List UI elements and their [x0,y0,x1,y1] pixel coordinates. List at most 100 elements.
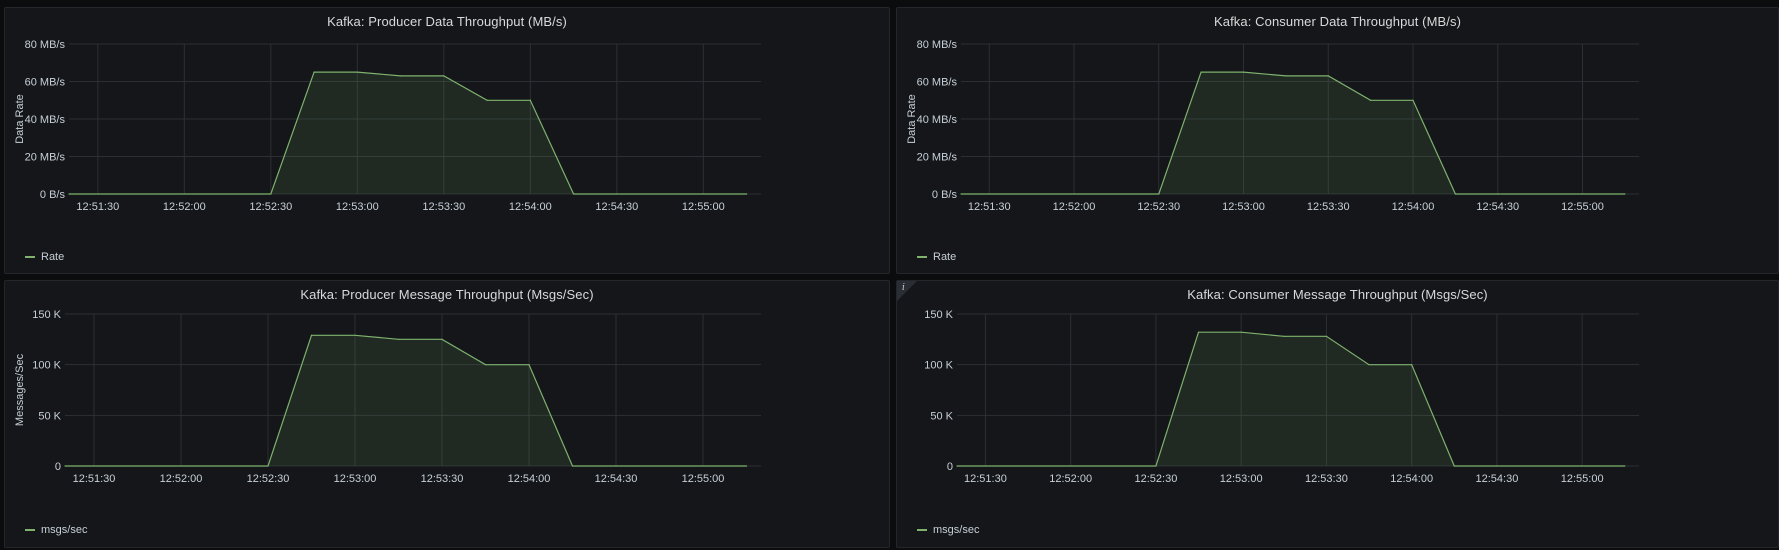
x-tick-label: 12:55:00 [682,473,725,485]
data-point [270,193,272,195]
panel-consumer-data-throughput[interactable]: Kafka: Consumer Data Throughput (MB/s) 0… [896,7,1779,274]
data-point [1411,364,1413,366]
legend[interactable]: Rate [25,251,64,263]
x-tick-label: 12:52:00 [1049,473,1092,485]
y-tick-label: 100 K [32,360,61,372]
x-tick-label: 12:53:00 [334,473,377,485]
data-point [1454,193,1456,195]
x-tick-label: 12:53:00 [336,201,379,213]
data-point [354,334,356,336]
data-point [528,364,530,366]
y-axis-label: Data Rate [14,94,26,144]
y-tick-label: 40 MB/s [917,114,958,126]
y-tick-label: 0 B/s [40,189,66,201]
data-point [1327,75,1329,77]
series-area [957,332,1625,466]
y-tick-label: 60 MB/s [25,77,66,89]
x-tick-label: 12:55:00 [1561,201,1604,213]
legend-swatch [917,529,927,531]
x-tick-label: 12:54:00 [1392,201,1435,213]
panel-consumer-message-throughput[interactable]: i Kafka: Consumer Message Throughput (Ms… [896,280,1779,548]
data-point [313,71,315,73]
x-tick-label: 12:54:30 [1476,201,1519,213]
y-tick-label: 50 K [930,410,953,422]
x-tick-label: 12:52:30 [1137,201,1180,213]
x-tick-label: 12:55:00 [682,201,725,213]
data-point [745,465,748,467]
chart: 0 50 K 100 K 150 K 12:51:30 12:52:00 12:52:30 1… [14,309,761,485]
y-tick-label: 40 MB/s [25,114,66,126]
legend[interactable]: msgs/sec [917,524,979,536]
data-point [1368,364,1370,366]
data-point [486,99,488,101]
data-point [484,364,487,366]
data-point [572,193,575,195]
y-tick-label: 0 B/s [932,189,958,201]
y-tick-label: 150 K [32,309,61,321]
info-corner[interactable] [897,281,917,301]
chart: 0 B/s 20 MB/s 40 MB/s 60 MB/s 80 MB/s 12:51:3… [906,39,1639,213]
data-point [615,465,617,467]
data-point [956,465,958,467]
y-tick-label: 0 [947,461,953,473]
series-area [961,72,1625,194]
x-tick-label: 12:52:30 [249,201,292,213]
x-tick-label: 12:51:30 [76,201,119,213]
x-tick-label: 12:54:30 [1476,473,1519,485]
legend-label: Rate [41,251,65,263]
x-tick-label: 12:51:30 [73,473,116,485]
x-tick-label: 12:52:30 [1135,473,1178,485]
x-tick-label: 12:53:30 [1307,201,1350,213]
series-area [69,72,747,194]
x-tick-label: 12:53:30 [422,201,465,213]
panel-producer-data-throughput[interactable]: Kafka: Producer Data Throughput (MB/s) 0… [4,7,890,274]
x-tick-label: 12:52:00 [163,201,206,213]
y-axis-label: Data Rate [906,94,918,144]
data-point [1497,193,1499,195]
data-point [1158,193,1160,195]
y-tick-label: 100 K [924,360,953,372]
info-icon[interactable]: i [902,283,905,293]
data-point [745,193,748,195]
legend[interactable]: Rate [917,251,956,263]
data-point [1496,465,1498,467]
data-point [1242,71,1245,73]
data-point [441,338,443,340]
panel-title[interactable]: Kafka: Consumer Data Throughput (MB/s) [1213,14,1462,29]
data-point [1412,99,1414,101]
data-point [1624,193,1626,195]
x-tick-label: 12:53:00 [1220,473,1263,485]
data-point [1325,335,1328,337]
data-point [68,193,70,195]
data-point [1200,71,1202,73]
x-tick-label: 12:52:00 [160,473,203,485]
chart: 0 50 K 100 K 150 K 12:51:30 12:52:00 12:52:30 1… [924,309,1639,485]
panel-title[interactable]: Kafka: Producer Message Throughput (Msgs… [300,287,594,302]
y-axis-label: Messages/Sec [14,353,26,426]
data-point [1624,465,1626,467]
data-point [1370,99,1372,101]
data-point [571,465,574,467]
y-tick-label: 80 MB/s [25,39,66,51]
x-tick-label: 12:54:30 [595,201,638,213]
x-tick-label: 12:52:00 [1053,201,1096,213]
data-point [356,71,358,73]
panel-title[interactable]: Kafka: Producer Data Throughput (MB/s) [327,14,567,29]
data-point [399,75,402,77]
data-point [1155,465,1157,467]
x-tick-label: 12:51:30 [968,201,1011,213]
legend-label: msgs/sec [933,524,980,536]
y-tick-label: 150 K [924,309,953,321]
data-point [529,99,531,101]
panel-producer-message-throughput[interactable]: Kafka: Producer Message Throughput (Msgs… [4,280,890,548]
y-tick-label: 60 MB/s [917,77,958,89]
data-point [397,338,400,340]
legend-label: msgs/sec [41,524,88,536]
legend[interactable]: msgs/sec [25,524,87,536]
data-point [1453,465,1455,467]
y-tick-label: 80 MB/s [917,39,958,51]
x-tick-label: 12:55:00 [1561,473,1604,485]
panel-title[interactable]: Kafka: Consumer Message Throughput (Msgs… [1187,287,1488,302]
x-tick-label: 12:52:30 [247,473,290,485]
data-point [1285,75,1287,77]
